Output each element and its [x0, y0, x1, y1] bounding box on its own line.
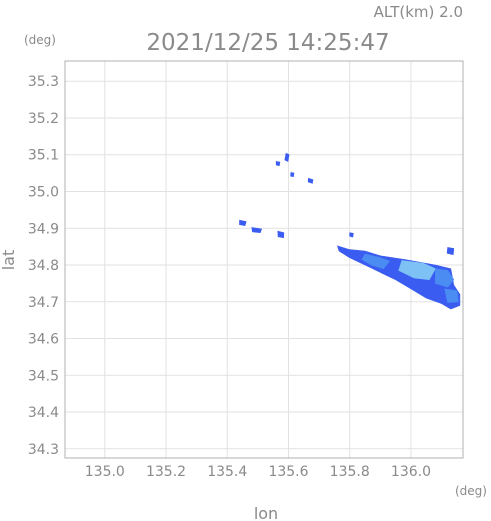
- y-axis-label: lat: [0, 250, 18, 271]
- y-tick-label: 34.4: [28, 405, 59, 421]
- grid: [65, 61, 463, 458]
- echo-band-core-4: [444, 288, 459, 303]
- y-tick-label: 34.6: [28, 332, 59, 348]
- echo-cell-n-3: [290, 172, 295, 178]
- altitude-label: ALT(km) 2.0: [374, 3, 463, 21]
- timestamp-label: 2021/12/25 14:25:47: [146, 30, 389, 56]
- x-unit-label: (deg): [455, 484, 487, 498]
- y-tick-label: 35.1: [28, 148, 59, 164]
- echo-cell-e-2: [349, 232, 354, 238]
- x-tick-label: 135.2: [146, 464, 186, 480]
- y-tick-label: 34.7: [28, 295, 59, 311]
- tick-labels: 135.0 135.2 135.4 135.6 135.8 136.0 34.3 34.4 34…: [28, 74, 431, 480]
- y-tick-label: 34.5: [28, 368, 59, 384]
- echo-cell-e-1: [446, 247, 455, 256]
- echo-cell-nw-1: [239, 219, 247, 227]
- y-tick-label: 35.3: [28, 74, 59, 90]
- y-tick-label: 34.3: [28, 442, 59, 458]
- echo-band-core-2: [398, 260, 436, 281]
- echo-band-core-3: [435, 268, 455, 288]
- echo-cell-nw-2: [251, 227, 263, 234]
- echo-cell-n-4: [307, 177, 314, 184]
- y-tick-label: 34.8: [28, 258, 59, 274]
- echo-cell-nw-3: [277, 230, 285, 239]
- plot-frame: [64, 60, 464, 459]
- echo-layer: [239, 152, 461, 310]
- y-tick-label: 35.2: [28, 111, 59, 127]
- echo-cell-n-1: [284, 152, 290, 162]
- y-unit-label: (deg): [24, 33, 56, 47]
- echo-cell-n-2: [275, 161, 281, 167]
- y-tick-label: 34.9: [28, 221, 59, 237]
- x-tick-label: 135.4: [207, 464, 247, 480]
- x-axis-label: lon: [254, 504, 278, 521]
- echo-band-core-1: [361, 253, 390, 270]
- x-tick-label: 135.8: [330, 464, 370, 480]
- y-tick-label: 35.0: [28, 184, 59, 200]
- x-tick-label: 135.6: [268, 464, 308, 480]
- x-tick-label: 135.0: [85, 464, 125, 480]
- x-tick-label: 136.0: [391, 464, 431, 480]
